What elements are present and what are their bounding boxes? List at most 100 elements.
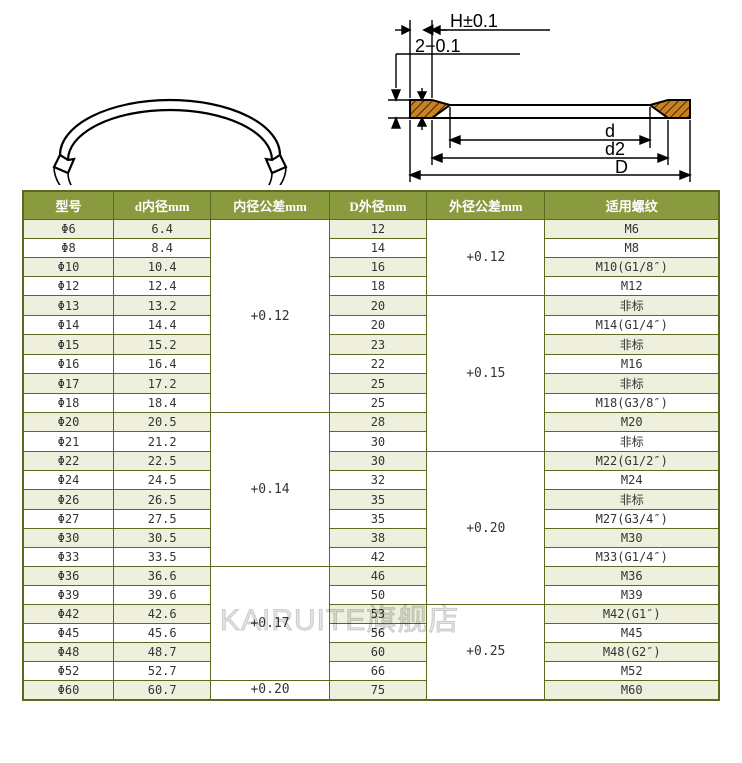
cell-thread: 非标 <box>545 296 719 316</box>
cell-model: Φ17 <box>23 374 113 394</box>
cell-D: 60 <box>329 643 426 662</box>
cell-inner-tol: +0.12 <box>211 220 329 413</box>
cell-D: 20 <box>329 316 426 335</box>
cell-D: 12 <box>329 220 426 239</box>
cell-thread: M10(G1/8″) <box>545 258 719 277</box>
cell-model: Φ26 <box>23 490 113 510</box>
cell-d: 39.6 <box>113 586 210 605</box>
cell-model: Φ8 <box>23 239 113 258</box>
cell-d: 21.2 <box>113 432 210 452</box>
cell-D: 53 <box>329 605 426 624</box>
cell-model: Φ45 <box>23 624 113 643</box>
cell-thread: M22(G1/2″) <box>545 452 719 471</box>
table-header-row: 型号 d内径mm 内径公差mm D外径mm 外径公差mm 适用螺纹 <box>23 191 719 220</box>
table-row: Φ1515.223非标 <box>23 335 719 355</box>
cell-thread: M16 <box>545 355 719 374</box>
cell-thread: 非标 <box>545 335 719 355</box>
table-row: Φ1717.225非标 <box>23 374 719 394</box>
cell-D: 16 <box>329 258 426 277</box>
diagram-area: H±0.1 2−0.1 d <box>0 0 742 190</box>
col-D: D外径mm <box>329 191 426 220</box>
table-row: Φ1212.418M12 <box>23 277 719 296</box>
cell-model: Φ14 <box>23 316 113 335</box>
col-d: d内径mm <box>113 191 210 220</box>
cell-outer-tol: +0.25 <box>427 605 545 700</box>
cell-D: 56 <box>329 624 426 643</box>
cell-d: 14.4 <box>113 316 210 335</box>
col-Dtol: 外径公差mm <box>427 191 545 220</box>
table-row: Φ3636.6+0.1746M36 <box>23 567 719 586</box>
cell-D: 20 <box>329 296 426 316</box>
cell-D: 50 <box>329 586 426 605</box>
cell-model: Φ12 <box>23 277 113 296</box>
cell-model: Φ18 <box>23 394 113 413</box>
cell-model: Φ27 <box>23 510 113 529</box>
cell-D: 28 <box>329 413 426 432</box>
cell-D: 23 <box>329 335 426 355</box>
spec-table: 型号 d内径mm 内径公差mm D外径mm 外径公差mm 适用螺纹 Φ66.4+… <box>22 190 720 701</box>
cell-d: 45.6 <box>113 624 210 643</box>
cell-d: 48.7 <box>113 643 210 662</box>
table-row: Φ1010.416M10(G1/8″) <box>23 258 719 277</box>
table-row: Φ4242.653+0.25M42(G1″) <box>23 605 719 624</box>
label-D: D <box>615 157 628 177</box>
cell-thread: M36 <box>545 567 719 586</box>
cell-model: Φ13 <box>23 296 113 316</box>
label-d: d <box>605 121 615 141</box>
cell-thread: M12 <box>545 277 719 296</box>
table-row: Φ1616.422M16 <box>23 355 719 374</box>
spec-table-wrap: 型号 d内径mm 内径公差mm D外径mm 外径公差mm 适用螺纹 Φ66.4+… <box>0 190 742 721</box>
cell-D: 35 <box>329 490 426 510</box>
cell-thread: M42(G1″) <box>545 605 719 624</box>
cell-D: 25 <box>329 374 426 394</box>
cell-inner-tol: +0.14 <box>211 413 329 567</box>
cell-thread: M39 <box>545 586 719 605</box>
table-row: Φ4545.656M45 <box>23 624 719 643</box>
cell-thread: M33(G1/4″) <box>545 548 719 567</box>
cell-model: Φ15 <box>23 335 113 355</box>
cell-model: Φ52 <box>23 662 113 681</box>
cell-model: Φ22 <box>23 452 113 471</box>
cell-model: Φ6 <box>23 220 113 239</box>
cell-d: 8.4 <box>113 239 210 258</box>
cell-D: 14 <box>329 239 426 258</box>
cell-D: 75 <box>329 681 426 700</box>
cell-thread: M18(G3/8″) <box>545 394 719 413</box>
cell-model: Φ10 <box>23 258 113 277</box>
cell-model: Φ48 <box>23 643 113 662</box>
cell-d: 27.5 <box>113 510 210 529</box>
table-row: Φ1414.420M14(G1/4″) <box>23 316 719 335</box>
label-2: 2−0.1 <box>415 36 461 56</box>
cell-d: 18.4 <box>113 394 210 413</box>
cell-outer-tol: +0.12 <box>427 220 545 296</box>
table-row: Φ4848.760M48(G2″) <box>23 643 719 662</box>
cell-d: 42.6 <box>113 605 210 624</box>
col-model: 型号 <box>23 191 113 220</box>
label-d2: d2 <box>605 139 625 159</box>
cell-d: 30.5 <box>113 529 210 548</box>
cell-D: 32 <box>329 471 426 490</box>
cell-D: 25 <box>329 394 426 413</box>
table-row: Φ88.414M8 <box>23 239 719 258</box>
label-H: H±0.1 <box>450 11 498 31</box>
cell-d: 60.7 <box>113 681 210 700</box>
cell-D: 38 <box>329 529 426 548</box>
cell-thread: M20 <box>545 413 719 432</box>
cell-thread: 非标 <box>545 490 719 510</box>
cell-thread: M24 <box>545 471 719 490</box>
cell-model: Φ60 <box>23 681 113 700</box>
table-row: Φ5252.766M52 <box>23 662 719 681</box>
cell-model: Φ30 <box>23 529 113 548</box>
cell-model: Φ42 <box>23 605 113 624</box>
table-row: Φ3939.650M39 <box>23 586 719 605</box>
table-row: Φ2121.230非标 <box>23 432 719 452</box>
cell-d: 20.5 <box>113 413 210 432</box>
cell-thread: M27(G3/4″) <box>545 510 719 529</box>
table-row: Φ1313.220+0.15非标 <box>23 296 719 316</box>
cell-thread: M6 <box>545 220 719 239</box>
cell-d: 16.4 <box>113 355 210 374</box>
cell-outer-tol: +0.15 <box>427 296 545 452</box>
cell-D: 30 <box>329 432 426 452</box>
cell-D: 30 <box>329 452 426 471</box>
table-row: Φ2020.5+0.1428M20 <box>23 413 719 432</box>
